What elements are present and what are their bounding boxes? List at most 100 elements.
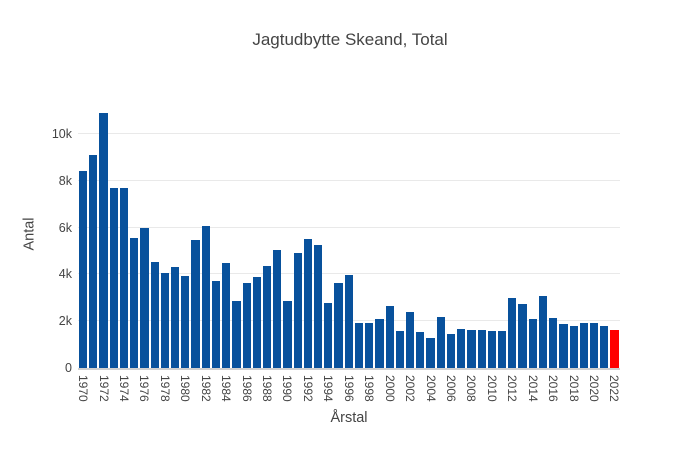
x-tick-1996: 1996 — [342, 371, 356, 409]
bar-slot-2002 — [405, 100, 415, 368]
gridline-8k — [78, 180, 620, 181]
bar-1979 — [170, 267, 180, 368]
x-tick-2012: 2012 — [505, 371, 519, 409]
x-tick-1990: 1990 — [280, 371, 294, 409]
bar-1990 — [283, 301, 292, 368]
bar-slot-1989 — [272, 100, 282, 368]
bar-1977 — [150, 262, 159, 368]
bar-2017 — [559, 324, 568, 368]
bar-1992 — [303, 239, 313, 368]
bar-1972 — [99, 113, 108, 368]
x-tick-label-2022: 2022 — [607, 375, 622, 402]
x-tick-2002: 2002 — [403, 371, 417, 409]
x-tick-2000: 2000 — [383, 371, 397, 409]
x-tick-2022: 2022 — [607, 371, 622, 409]
bar-2016 — [549, 318, 558, 368]
bar-slot-1973 — [109, 100, 119, 368]
bar-slot-1987 — [252, 100, 262, 368]
bar-slot-2014 — [528, 100, 538, 368]
bar-1991 — [293, 253, 302, 368]
bar-1985 — [232, 301, 241, 368]
bar-2003 — [416, 332, 425, 368]
bar-2015 — [538, 296, 548, 368]
bar-slot-1972 — [98, 100, 108, 368]
x-tick-1970: 1970 — [76, 371, 90, 409]
bar-slot-1980 — [180, 100, 190, 368]
bar-2009 — [477, 330, 486, 368]
x-tick-1994: 1994 — [321, 371, 335, 409]
bar-slot-1990 — [282, 100, 292, 368]
bar-slot-2013 — [517, 100, 527, 368]
bar-slot-1984 — [221, 100, 231, 368]
bar-1987 — [252, 277, 261, 368]
bar-1998 — [365, 323, 374, 368]
bar-2011 — [497, 331, 507, 368]
bar-2010 — [487, 331, 496, 368]
bar-1986 — [242, 283, 251, 368]
x-tick-2010: 2010 — [485, 371, 499, 409]
bar-1994 — [324, 303, 333, 368]
bar-slot-2021 — [599, 100, 609, 368]
x-tick-2008: 2008 — [464, 371, 478, 409]
x-tick-1986: 1986 — [240, 371, 254, 409]
bar-slot-2006 — [446, 100, 456, 368]
bar-2018 — [569, 326, 578, 368]
bar-slot-2020 — [589, 100, 599, 368]
bar-slot-1991 — [293, 100, 303, 368]
bar-2001 — [395, 331, 404, 368]
bar-2022 — [610, 330, 619, 368]
bar-slot-2003 — [415, 100, 425, 368]
bar-slot-1977 — [150, 100, 160, 368]
bar-1999 — [375, 319, 384, 368]
x-tick-1984: 1984 — [219, 371, 233, 409]
bar-1988 — [262, 266, 272, 368]
bar-1978 — [160, 273, 169, 368]
bar-slot-1988 — [262, 100, 272, 368]
y-tick-label-0: 0 — [65, 361, 72, 375]
x-tick-2018: 2018 — [567, 371, 581, 409]
bar-slot-1993 — [313, 100, 323, 368]
x-tick-1976: 1976 — [137, 371, 151, 409]
bar-slot-1979 — [170, 100, 180, 368]
bar-2004 — [426, 338, 435, 368]
x-tick-1974: 1974 — [117, 371, 131, 409]
bar-slot-2008 — [466, 100, 476, 368]
bar-1980 — [181, 276, 190, 368]
bar-2013 — [518, 304, 527, 368]
plot-area — [78, 100, 620, 370]
y-tick-label-8k: 8k — [58, 174, 72, 188]
y-tick-label-10k: 10k — [51, 127, 72, 141]
bar-slot-2011 — [497, 100, 507, 368]
x-axis-title: Årstal — [330, 410, 368, 426]
bar-1970 — [79, 171, 88, 368]
bar-1982 — [201, 226, 210, 368]
bar-1973 — [109, 188, 118, 368]
bar-slot-1992 — [303, 100, 313, 368]
bar-slot-1981 — [190, 100, 200, 368]
x-tick-2016: 2016 — [546, 371, 560, 409]
bar-slot-2018 — [569, 100, 579, 368]
bar-1995 — [334, 283, 343, 368]
y-tick-label-2k: 2k — [58, 314, 72, 328]
gridline-6k — [78, 227, 620, 228]
bar-1983 — [211, 281, 221, 368]
x-tick-1982: 1982 — [199, 371, 213, 409]
bar-2020 — [589, 323, 599, 368]
x-tick-1992: 1992 — [301, 371, 315, 409]
x-tick-2014: 2014 — [526, 371, 540, 409]
bar-slot-2001 — [395, 100, 405, 368]
x-tick-2004: 2004 — [424, 371, 438, 409]
bar-slot-2012 — [507, 100, 517, 368]
chart-title: Jagtudbytte Skeand, Total — [252, 30, 448, 49]
bar-2008 — [467, 330, 476, 368]
bar-2000 — [385, 306, 394, 368]
x-tick-1988: 1988 — [260, 371, 274, 409]
y-axis-ticks: 0 2k 4k 6k 8k 10k — [0, 100, 72, 375]
bar-1993 — [314, 245, 323, 368]
bar-1996 — [344, 275, 353, 368]
bar-slot-2016 — [548, 100, 558, 368]
bar-1971 — [89, 155, 98, 368]
bar-slot-1986 — [242, 100, 252, 368]
bars — [78, 100, 620, 368]
